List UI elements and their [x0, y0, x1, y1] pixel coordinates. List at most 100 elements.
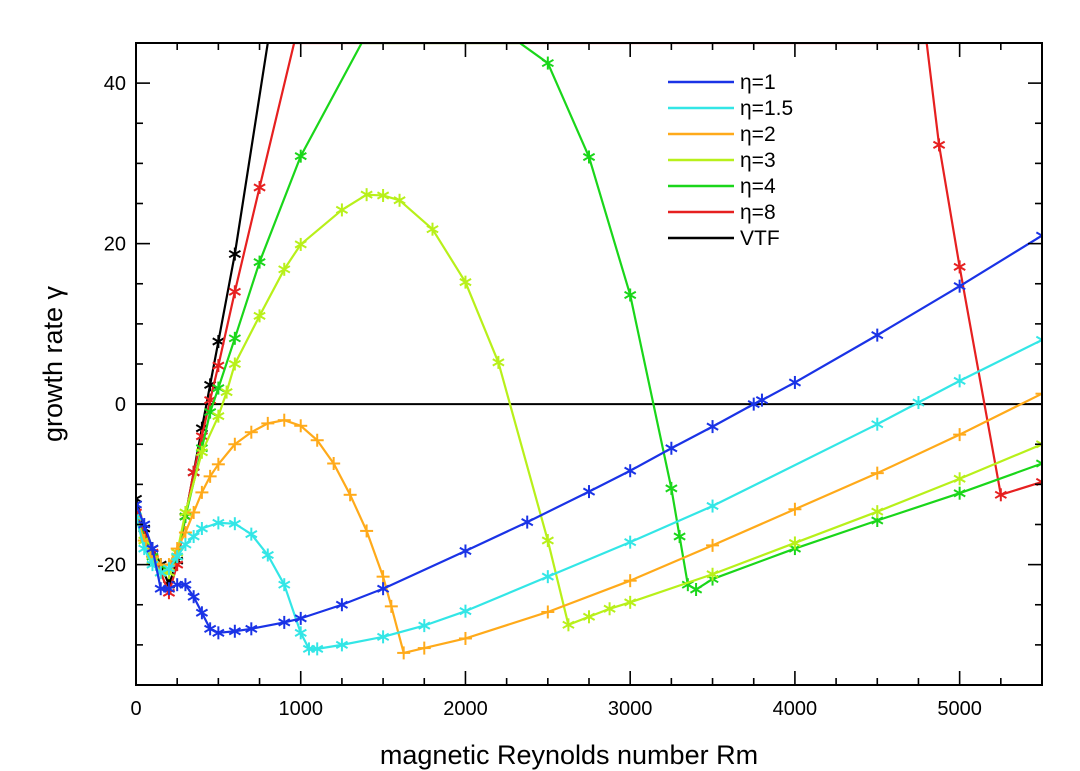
series-eta-8: [136, 43, 1042, 600]
data-point-marker: [278, 578, 291, 592]
data-point-marker: [871, 505, 884, 519]
data-point-marker: [953, 279, 966, 293]
data-point-marker: [244, 425, 258, 439]
data-point-marker: [624, 464, 637, 478]
data-point-marker: [253, 309, 266, 323]
data-point-marker: [459, 275, 472, 289]
data-point-marker: [335, 638, 349, 652]
data-point-marker: [195, 606, 209, 620]
data-point-marker: [994, 488, 1007, 502]
data-point-marker: [953, 260, 966, 274]
data-point-marker: [187, 590, 200, 604]
y-tick-label: 0: [115, 394, 126, 416]
data-point-marker: [278, 262, 291, 276]
data-point-marker: [178, 526, 192, 540]
data-point-marker: [376, 630, 390, 644]
data-point-marker: [706, 499, 719, 513]
data-point-marker: [582, 610, 596, 624]
data-point-marker: [689, 583, 703, 597]
data-point-marker: [253, 255, 266, 269]
data-point-marker: [1035, 387, 1042, 401]
data-point-marker: [426, 222, 439, 236]
data-point-marker: [179, 505, 192, 519]
series-vtf: [136, 43, 269, 592]
data-point-marker: [211, 457, 225, 471]
data-point-marker: [203, 469, 217, 483]
data-point-marker: [335, 598, 349, 612]
data-point-marker: [624, 595, 637, 609]
data-point-marker: [788, 502, 802, 516]
data-point-marker: [261, 416, 275, 430]
data-point-marker: [706, 420, 719, 434]
data-point-marker: [541, 605, 555, 619]
series-eta-4: [136, 43, 1042, 597]
data-point-marker: [228, 624, 241, 638]
data-point-marker: [228, 357, 241, 371]
axis-ticks: 0 1000 2000 3000 4000 5000 -20 0 20 40: [97, 42, 1043, 720]
data-point-marker: [417, 641, 431, 655]
data-point-marker: [1035, 229, 1042, 243]
legend-item: η=1: [668, 71, 776, 94]
data-point-marker: [278, 615, 291, 629]
data-point-marker: [1035, 457, 1042, 471]
x-tick-label: 1000: [278, 698, 323, 720]
data-point-marker: [311, 642, 324, 656]
data-point-marker: [582, 485, 596, 499]
data-point-marker: [187, 505, 201, 519]
x-tick-label: 2000: [443, 698, 488, 720]
legend-item: η=2: [668, 123, 776, 146]
data-point-marker: [397, 646, 411, 660]
data-point-marker: [788, 536, 802, 550]
data-point-marker: [195, 485, 209, 499]
data-point-marker: [228, 437, 242, 451]
data-point-marker: [1035, 437, 1042, 451]
x-axis-label: magnetic Reynolds number Rm: [380, 740, 758, 770]
legend-label: η=1.5: [740, 97, 793, 120]
series-layer: [136, 43, 1042, 660]
legend-label: VTF: [740, 227, 780, 250]
legend-item: η=1.5: [668, 97, 793, 120]
series-line: [136, 338, 1042, 650]
series-line: [136, 43, 269, 586]
data-point-marker: [541, 534, 554, 548]
data-point-marker: [953, 428, 967, 442]
data-point-marker: [459, 604, 472, 618]
data-point-marker: [871, 417, 884, 431]
legend-label: η=1: [740, 71, 776, 94]
data-point-marker: [360, 524, 374, 538]
x-tick-label: 0: [130, 698, 141, 720]
series-eta-1-5: [136, 333, 1042, 656]
data-point-marker: [228, 247, 241, 261]
series-line: [136, 234, 1042, 634]
data-point-marker: [294, 149, 307, 163]
x-tick-label: 3000: [608, 698, 653, 720]
series-eta-2: [136, 387, 1042, 660]
data-point-marker: [228, 517, 241, 531]
data-point-marker: [458, 631, 472, 645]
data-point-marker: [162, 562, 176, 576]
data-point-marker: [932, 138, 946, 152]
legend-item: VTF: [668, 227, 780, 250]
data-point-marker: [360, 188, 373, 202]
data-point-marker: [459, 544, 472, 558]
data-point-marker: [562, 618, 575, 632]
data-point-marker: [665, 441, 678, 455]
data-point-marker: [253, 180, 266, 194]
data-point-marker: [541, 56, 554, 70]
series-eta-1: [136, 229, 1042, 640]
data-point-marker: [706, 567, 719, 581]
legend-label: η=4: [740, 175, 776, 198]
data-point-marker: [1035, 333, 1042, 347]
data-point-marker: [212, 516, 225, 530]
y-tick-label: -20: [97, 555, 126, 577]
data-point-marker: [195, 522, 209, 536]
data-point-marker: [310, 433, 324, 447]
data-point-marker: [187, 530, 200, 544]
data-point-marker: [294, 611, 307, 625]
series-line: [136, 43, 1042, 591]
data-point-marker: [788, 375, 802, 389]
data-point-marker: [603, 602, 616, 616]
data-point-marker: [327, 457, 341, 471]
data-point-marker: [195, 445, 209, 459]
